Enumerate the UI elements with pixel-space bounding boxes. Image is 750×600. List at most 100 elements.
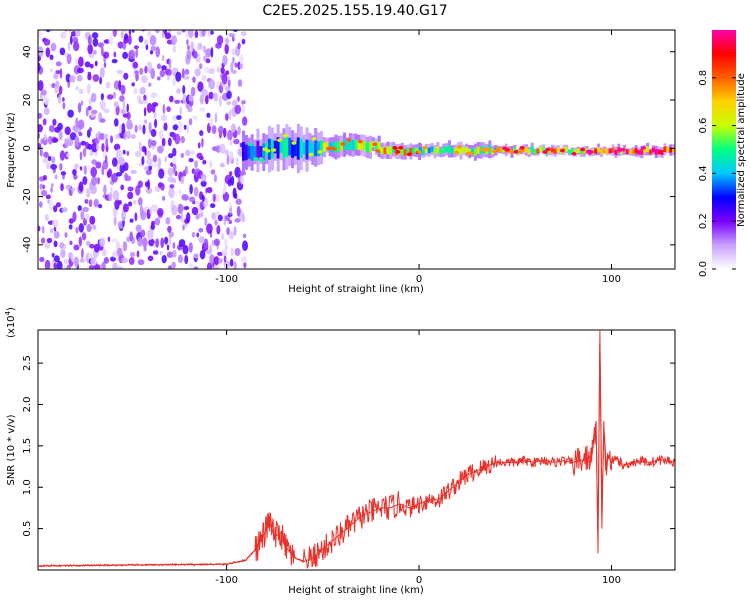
spectrogram-cell	[234, 247, 241, 257]
spectrogram-cell	[139, 67, 144, 75]
spectrogram-cell	[222, 191, 230, 202]
spectrogram-cell	[602, 147, 606, 153]
spectrogram-cell	[498, 147, 502, 153]
spectrogram-cell	[187, 44, 190, 51]
spectrogram-cell	[130, 169, 137, 175]
spectrogram-cell	[90, 92, 97, 103]
spectrogram-cell	[233, 138, 240, 145]
spectrogram-cell	[73, 256, 79, 268]
spectrogram-cell	[95, 161, 102, 169]
snr-plot: -100 0 100 0.5 1.0 1.5 2.0 2.5 Height of strai…	[4, 307, 676, 596]
spectrogram-cell	[234, 166, 241, 178]
spectrogram-cell	[462, 147, 466, 153]
spectrogram-cell	[107, 236, 111, 242]
spectrogram-cell	[73, 244, 80, 251]
spectrogram-cell	[559, 148, 565, 153]
spectrogram-cell	[137, 259, 145, 266]
spectrogram-cell	[360, 140, 364, 150]
spectrogram-cell	[202, 45, 207, 53]
spectrogram-cell	[147, 179, 151, 190]
spectrogram-cell	[450, 148, 454, 155]
spectrogram-cell	[45, 30, 51, 33]
spectrogram-cell	[63, 243, 67, 250]
spectrogram-cell	[78, 181, 84, 192]
spectrogram-cell	[565, 146, 569, 152]
spectrogram-cell	[276, 137, 280, 159]
spectrogram-cell	[568, 149, 572, 155]
spectrogram-cell	[199, 249, 206, 260]
spectrogram-cell	[655, 149, 661, 153]
spectrogram-cell	[183, 124, 187, 130]
spectrogram-cell	[100, 93, 104, 101]
spectrogram-cell	[186, 123, 189, 134]
spectrogram-cell	[209, 116, 213, 128]
spectrogram-cell	[200, 180, 207, 187]
spectrogram-cell	[97, 177, 101, 185]
spectrogram-cell	[231, 99, 238, 107]
spectrogram-cell	[78, 236, 83, 247]
spectrogram-cell	[90, 256, 97, 266]
spectrogram-cell	[112, 30, 118, 37]
y-tick-label: 2.0	[22, 397, 33, 413]
spectrogram-cell	[459, 146, 463, 155]
spectrogram-cell	[421, 149, 426, 155]
spectrogram-cell	[147, 255, 154, 262]
x-tick-label: -100	[215, 274, 238, 285]
spectrogram-cell	[99, 118, 106, 123]
spectrogram-cell	[196, 232, 200, 238]
spectrogram-cell	[101, 143, 105, 152]
spectrogram-cell	[162, 103, 166, 115]
spectrogram-cell	[105, 137, 109, 148]
spectrogram-cell	[250, 144, 254, 161]
spectrogram-cell	[527, 149, 531, 155]
spectrogram-cell	[491, 149, 497, 153]
spectrogram-cell	[177, 127, 183, 133]
spectrogram-cell	[50, 228, 54, 234]
spectrogram-cell	[201, 88, 208, 97]
x-tick-label: 100	[602, 274, 621, 285]
spectrogram-cell	[471, 148, 475, 154]
spectrogram-cell	[99, 132, 105, 141]
spectrogram-cell	[319, 140, 324, 156]
spectrogram-cell	[118, 123, 123, 134]
spectrogram-cell	[240, 175, 244, 185]
spectrogram-cell	[224, 86, 231, 91]
spectrogram-cell	[186, 39, 189, 46]
spectrogram-cell	[345, 142, 349, 150]
spectrogram-cell	[115, 105, 120, 116]
spectrogram-cell	[95, 144, 100, 151]
spectrogram-cell	[167, 137, 172, 147]
spectrogram-cell	[233, 261, 237, 269]
spectrogram-cell	[542, 146, 546, 152]
spectrogram-cell	[172, 147, 177, 157]
spectrogram-cell	[142, 237, 148, 248]
spectrogram-cell	[143, 94, 147, 101]
spectrogram-cell	[181, 68, 185, 79]
spectrogram-cell	[91, 176, 98, 186]
spectrogram-cell	[143, 107, 147, 117]
spectrogram-cell	[59, 47, 66, 56]
spectrogram-cell	[519, 148, 523, 154]
spectrogram-cell	[82, 206, 89, 213]
spectrogram-cell	[174, 99, 181, 104]
spectrogram-cell	[235, 156, 239, 167]
spectrogram-cell	[72, 211, 77, 222]
spectrogram-cell	[77, 102, 82, 113]
spectrogram-cell	[200, 173, 207, 182]
spectrogram-cell	[146, 61, 153, 70]
spectrogram-cell	[172, 45, 176, 54]
spectrogram-cell	[141, 145, 147, 153]
spectrogram-cell	[75, 117, 79, 128]
y-tick-label: -20	[22, 188, 33, 204]
spectrogram-cell	[422, 145, 428, 150]
spectrogram-cell	[241, 142, 246, 161]
spectrogram-cell	[77, 119, 85, 130]
spectrogram-cell	[454, 150, 460, 155]
spectrogram-cell	[158, 129, 164, 140]
spectrogram-cell	[176, 88, 181, 95]
spectrogram-cell	[47, 155, 52, 162]
spectrogram-cell	[154, 118, 158, 129]
spectrogram-cell	[242, 233, 247, 239]
spectrogram-cell	[241, 100, 246, 105]
spectrogram-cell	[308, 140, 312, 154]
